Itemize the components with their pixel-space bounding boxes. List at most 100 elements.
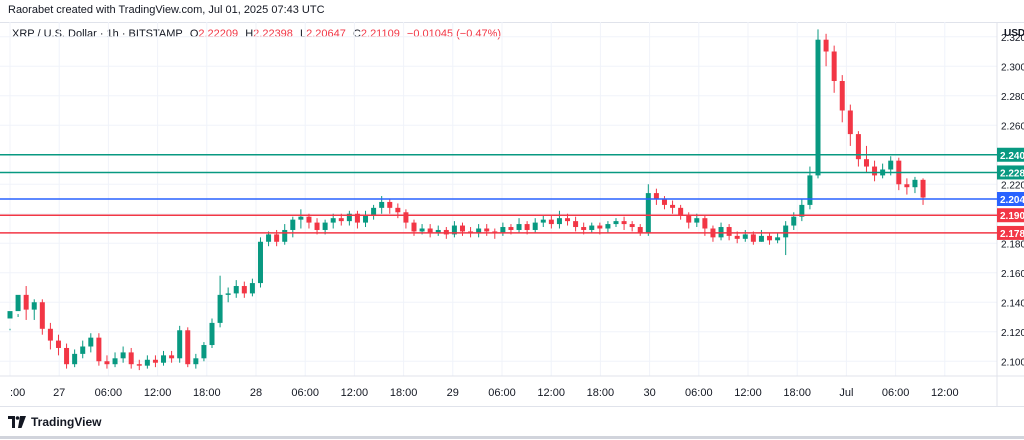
candle-up [556, 218, 562, 225]
candle-down [670, 204, 676, 208]
level-price-label: 2.240 [1000, 151, 1024, 162]
x-tick-label: 06:00 [488, 387, 516, 399]
candle-down [427, 228, 433, 233]
candle-down [726, 227, 732, 236]
candle-down [185, 330, 191, 365]
level-price-label: 2.190 [1000, 211, 1024, 222]
x-tick-label: 29 [447, 387, 459, 399]
candle-down [621, 221, 627, 225]
level-price-tag [997, 165, 1024, 180]
candle-up [516, 224, 522, 230]
candle-up [435, 229, 441, 233]
candle-down [314, 222, 320, 230]
candle-up [88, 337, 94, 347]
tradingview-logo-text: TradingView [31, 415, 102, 429]
candle-up [233, 286, 239, 294]
candle-down [581, 227, 587, 230]
candle-up [177, 330, 183, 359]
candle-down [104, 361, 110, 365]
candle-up [266, 234, 272, 242]
y-tick-label: 2.140 [1001, 298, 1024, 309]
candle-down [39, 302, 45, 329]
candle-up [161, 355, 167, 363]
candle-down [678, 207, 684, 216]
x-tick-label: 06:00 [882, 387, 910, 399]
candle-down [484, 228, 490, 232]
y-tick-label: 2.160 [1001, 269, 1024, 280]
open-label: O [189, 28, 199, 40]
candle-up [912, 179, 918, 188]
candle-down [169, 355, 175, 359]
candle-down [565, 218, 571, 222]
candle-down [403, 212, 409, 223]
candle-down [387, 201, 393, 208]
candle-down [702, 218, 708, 229]
candle-up [791, 216, 797, 226]
tradingview-logo[interactable]: TradingView [8, 415, 101, 429]
candle-down [686, 215, 692, 223]
level-price-tag [997, 192, 1024, 206]
candle-up [201, 345, 207, 359]
x-tick-label: 06:00 [95, 387, 123, 399]
close-label: C [352, 28, 361, 40]
candle-up [15, 294, 21, 312]
candle-up [589, 225, 595, 230]
x-tick-label: 28 [250, 387, 262, 399]
y-tick-label: 2.100 [1001, 357, 1024, 368]
x-tick-label: Jul [839, 387, 853, 399]
y-tick-label: 2.180 [1001, 239, 1024, 250]
candle-down [23, 294, 29, 310]
candle-down [839, 81, 845, 111]
level-price-tag [997, 147, 1024, 162]
candle-up [7, 311, 13, 319]
candle-down [855, 134, 861, 160]
candle-down [152, 359, 158, 363]
candle-down [597, 225, 603, 229]
y-tick-label: 2.260 [1001, 121, 1024, 132]
candle-down [904, 184, 910, 188]
candle-up [72, 353, 78, 365]
candle-up [613, 221, 619, 225]
tradingview-logo-icon [8, 416, 26, 428]
candle-down [847, 110, 853, 135]
candle-down [274, 234, 280, 242]
candle-up [112, 358, 118, 365]
candle-up [31, 302, 37, 310]
candle-up [799, 204, 805, 217]
candle-up [775, 237, 781, 241]
candle-up [217, 294, 223, 323]
candle-down [920, 179, 926, 198]
candle-up [330, 218, 336, 223]
candle-up [419, 228, 425, 232]
candle-down [411, 222, 417, 232]
candle-up [451, 225, 457, 235]
candle-down [831, 51, 837, 81]
x-tick-label: 18:00 [783, 387, 811, 399]
y-tick-label: 2.120 [1001, 328, 1024, 339]
candle-up [282, 229, 288, 242]
candle-down [136, 364, 142, 366]
level-price-tag [997, 208, 1024, 223]
x-tick-label: 12:00 [341, 387, 369, 399]
candle-up [322, 222, 328, 230]
candle-down [653, 193, 659, 199]
candle-down [241, 286, 247, 294]
candle-down [872, 166, 878, 176]
x-tick-label: 18:00 [390, 387, 418, 399]
candle-down [128, 352, 134, 365]
chart-header: Raorabet created with TradingView.com, J… [0, 0, 1024, 23]
price-chart[interactable]: :00 27 06:00 12:00 18:00 28 06:00 12:00 18:00 29 0… [0, 22, 1024, 406]
bottom-border [0, 436, 1024, 439]
candle-up [540, 219, 546, 223]
candle-up [742, 234, 748, 239]
x-tick-label: :00 [10, 387, 25, 399]
candle-up [193, 358, 199, 365]
candle-up [120, 352, 126, 359]
price-axis-unit[interactable]: USD [1004, 28, 1024, 39]
candle-down [750, 234, 756, 242]
candle-down [354, 213, 360, 223]
candle-up [758, 235, 764, 242]
candle-down [459, 225, 465, 232]
created-by-text: Raorabet created with TradingView.com, J… [8, 4, 325, 16]
candle-down [661, 199, 667, 205]
